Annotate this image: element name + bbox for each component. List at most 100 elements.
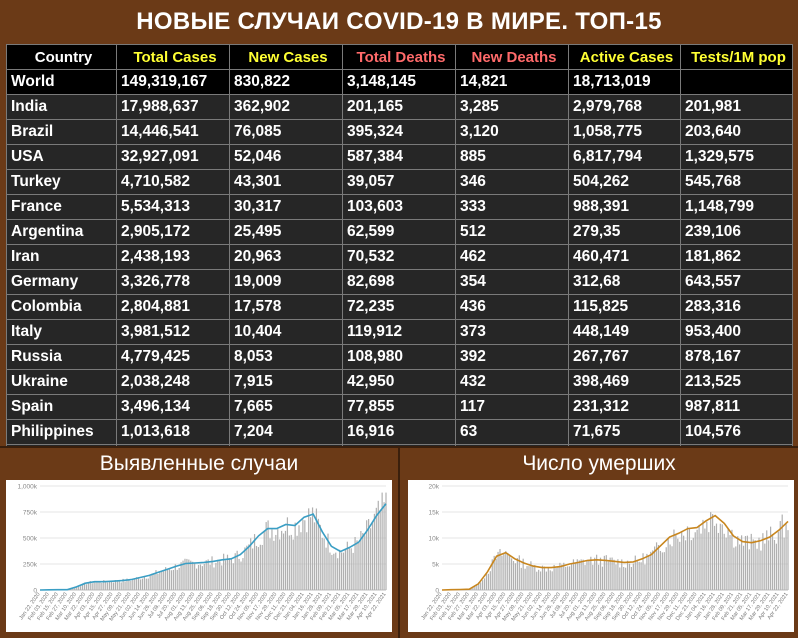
- cases-daily-bar: [147, 578, 149, 590]
- cases-series-line: [39, 503, 387, 591]
- value-cell: 17,578: [229, 294, 343, 320]
- deaths-daily-bar: [762, 533, 764, 590]
- deaths-daily-bar: [574, 563, 576, 590]
- deaths-daily-bar: [739, 544, 741, 590]
- table-row: Colombia 2,804,881 17,578 72,235 436 115,825 2…: [6, 294, 793, 320]
- table-row: Brazil 14,446,541 76,085 395,324 3,120 1,058,…: [6, 119, 793, 145]
- value-cell: 16,916: [342, 419, 456, 445]
- cases-daily-bar: [292, 539, 294, 590]
- cases-daily-bar: [87, 583, 89, 590]
- deaths-daily-bar: [539, 571, 542, 590]
- deaths-daily-bar: [489, 571, 491, 590]
- cases-daily-bar: [290, 534, 292, 590]
- deaths-daily-bar: [731, 529, 733, 590]
- deaths-daily-bar: [543, 566, 546, 590]
- cases-daily-bar: [364, 535, 366, 590]
- deaths-daily-bar: [626, 560, 629, 590]
- cases-daily-bar: [105, 581, 107, 590]
- cases-daily-bar: [143, 576, 145, 590]
- deaths-daily-bar: [694, 532, 696, 590]
- deaths-daily-bar: [594, 557, 596, 590]
- cases-daily-bar: [165, 567, 167, 590]
- deaths-daily-bar: [536, 571, 538, 590]
- country-cell: Germany: [6, 269, 117, 295]
- deaths-daily-bar: [483, 578, 486, 590]
- cases-daily-bar: [252, 548, 254, 590]
- table-row: Germany 3,326,778 19,009 82,698 354 312,68 643…: [6, 269, 793, 295]
- cases-daily-bar: [76, 586, 78, 590]
- cases-daily-bar: [166, 569, 169, 590]
- cases-daily-bar: [306, 532, 308, 590]
- deaths-daily-bar: [779, 521, 781, 590]
- cases-daily-bar: [238, 558, 240, 590]
- value-cell: 7,204: [229, 419, 343, 445]
- cases-daily-bar: [377, 500, 379, 590]
- country-cell: USA: [6, 144, 117, 170]
- cases-daily-bar: [151, 573, 153, 590]
- value-cell: 203,640: [680, 119, 793, 145]
- value-cell: 362,902: [229, 94, 343, 120]
- deaths-daily-bar: [669, 544, 671, 590]
- cases-daily-bar: [267, 520, 269, 590]
- deaths-daily-bar: [686, 526, 689, 590]
- cases-daily-bar: [263, 531, 265, 590]
- deaths-daily-bar: [742, 545, 745, 590]
- deaths-daily-bar: [522, 558, 524, 590]
- cases-y-tick-label: 500k: [23, 536, 38, 543]
- cases-chart-title: Выявленные случаи: [99, 452, 299, 475]
- cases-daily-bar: [188, 559, 190, 590]
- deaths-daily-bar: [532, 565, 534, 590]
- deaths-daily-bar: [520, 567, 522, 590]
- cases-daily-bar: [244, 547, 246, 590]
- country-cell: Iran: [6, 244, 117, 270]
- deaths-daily-bar: [541, 565, 544, 590]
- cases-daily-bar: [259, 544, 261, 590]
- deaths-daily-bar: [741, 535, 743, 590]
- section-divider: [0, 446, 798, 448]
- header-tests-per-1m: Tests/1M pop: [680, 44, 793, 70]
- deaths-daily-bar: [777, 531, 779, 590]
- deaths-daily-bar: [773, 540, 776, 590]
- value-cell: 878,167: [680, 344, 793, 370]
- deaths-daily-bar: [706, 521, 708, 590]
- deaths-daily-bar: [770, 526, 772, 590]
- deaths-daily-bar: [679, 541, 681, 590]
- cases-daily-bar: [195, 568, 198, 590]
- value-cell: 231,312: [568, 394, 681, 420]
- deaths-daily-bar: [644, 564, 646, 590]
- cases-daily-bar: [302, 519, 304, 590]
- cases-daily-bar: [269, 538, 271, 590]
- deaths-daily-bar: [663, 552, 665, 590]
- cases-daily-bar: [149, 575, 151, 590]
- cases-daily-bar: [298, 525, 300, 590]
- cases-daily-bar: [310, 517, 312, 590]
- cases-daily-bar: [132, 578, 134, 590]
- deaths-daily-bar: [495, 558, 497, 590]
- deaths-daily-bar: [704, 528, 706, 590]
- deaths-daily-bar: [636, 559, 638, 590]
- table-row: Turkey 4,710,582 43,301 39,057 346 504,262 545…: [6, 169, 793, 195]
- deaths-y-tick-label: 10k: [429, 536, 440, 543]
- cases-chart-area: 0 250k 500k 750k 1,000k Jan 22, 2020 Feb 03, 2…: [6, 480, 392, 632]
- cases-daily-bar: [385, 492, 387, 590]
- cases-daily-bar: [248, 544, 250, 590]
- value-cell: 119,912: [342, 319, 456, 345]
- cases-daily-bar: [137, 577, 140, 590]
- value-cell: 201,981: [680, 94, 793, 120]
- cases-daily-bar: [339, 549, 341, 590]
- value-cell: 77,855: [342, 394, 456, 420]
- value-cell: [680, 69, 793, 95]
- value-cell: 830,822: [229, 69, 343, 95]
- deaths-daily-bar: [675, 533, 677, 590]
- deaths-daily-bar: [596, 554, 598, 590]
- deaths-daily-bar: [472, 587, 474, 590]
- deaths-daily-bar: [752, 539, 754, 590]
- deaths-daily-bar: [625, 567, 627, 590]
- cases-daily-bar: [333, 553, 335, 590]
- header-active-cases: Active Cases: [568, 44, 681, 70]
- cases-daily-bar: [107, 582, 109, 590]
- deaths-daily-bar: [615, 564, 617, 590]
- header-new-cases: New Cases: [229, 44, 343, 70]
- value-cell: 43,301: [229, 169, 343, 195]
- cases-daily-bar: [327, 533, 329, 590]
